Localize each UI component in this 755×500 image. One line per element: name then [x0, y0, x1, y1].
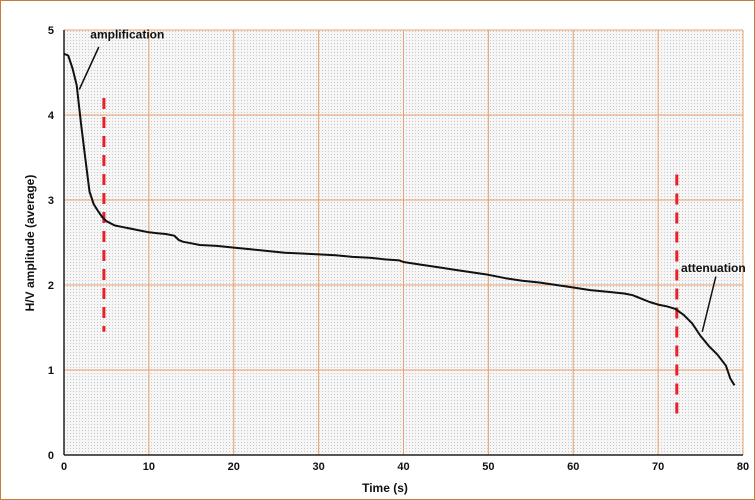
- x-tick-label-2: 20: [228, 461, 240, 473]
- x-tick-label-6: 60: [567, 461, 579, 473]
- annotation-leader-0: [78, 46, 100, 90]
- annotation-label-1: attenuation: [681, 261, 746, 275]
- series-layer: [63, 52, 736, 386]
- gridlines: [64, 29, 744, 455]
- annotations: amplification attenuation: [78, 27, 746, 332]
- x-axis-title: Time (s): [362, 481, 408, 495]
- x-tick-label-5: 50: [482, 461, 494, 473]
- y-tick-label-2: 2: [48, 280, 54, 292]
- y-tick-label-4: 4: [48, 110, 55, 122]
- y-tick-label-3: 3: [48, 195, 54, 207]
- x-tick-label-4: 40: [397, 461, 409, 473]
- axes: [63, 30, 743, 456]
- vertical-markers: [102, 98, 679, 415]
- x-tick-label-8: 80: [737, 461, 749, 473]
- tick-labels: 0 10 20 30 40 50 60 70 80 0 1 2 3 4 5: [48, 25, 749, 473]
- x-tick-label-3: 30: [313, 461, 325, 473]
- y-tick-label-1: 1: [48, 365, 54, 377]
- y-tick-label-5: 5: [48, 25, 54, 37]
- x-tick-label-7: 70: [652, 461, 664, 473]
- y-axis-title: H/V amplitude (average): [23, 175, 37, 312]
- x-tick-label-0: 0: [61, 461, 67, 473]
- annotation-leader-1: [701, 276, 717, 332]
- series-line-0: [63, 52, 736, 386]
- x-tick-label-1: 10: [143, 461, 155, 473]
- annotation-label-0: amplification: [90, 27, 164, 41]
- y-tick-label-0: 0: [48, 450, 54, 462]
